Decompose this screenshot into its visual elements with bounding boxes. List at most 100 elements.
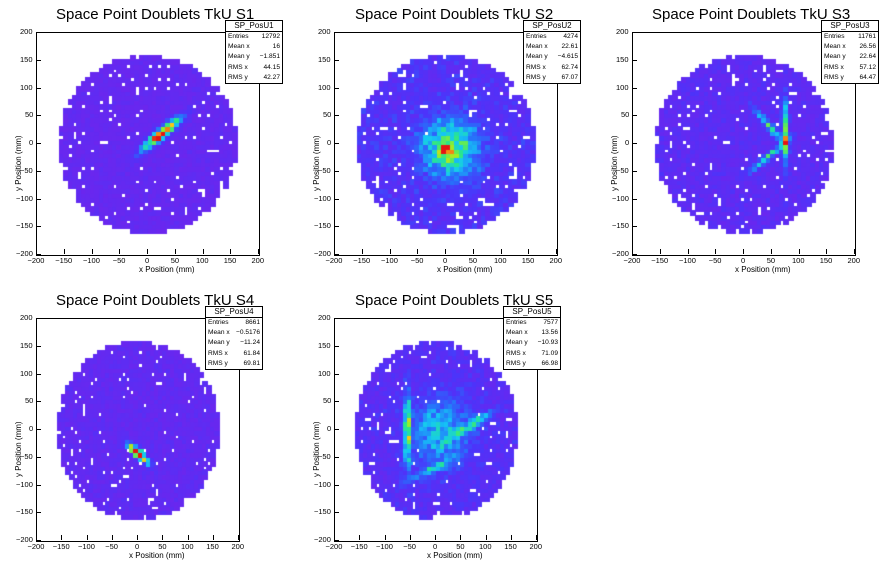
y-tick-label: 150: [318, 340, 331, 350]
x-tick-mark: [111, 535, 113, 540]
x-tick-mark: [361, 249, 363, 254]
x-tick-label: −50: [105, 542, 118, 551]
x-tick-mark: [162, 535, 164, 540]
y-tick-mark: [334, 429, 339, 430]
x-tick-label: 100: [479, 542, 492, 551]
stats-key: Mean x: [228, 43, 250, 51]
x-tick-mark: [528, 249, 530, 254]
y-tick-label: 150: [318, 54, 331, 64]
x-tick-label: −100: [376, 542, 393, 551]
x-tick-label: 100: [196, 256, 209, 265]
stats-row: Entries 11761: [822, 32, 878, 42]
stats-row: Entries 12792: [226, 32, 282, 42]
y-tick-mark: [36, 59, 41, 61]
y-tick-mark: [36, 87, 41, 89]
y-tick-mark: [632, 87, 637, 89]
y-tick-mark: [632, 115, 637, 117]
stats-value: −4.615: [557, 53, 578, 61]
x-tick-mark: [61, 535, 63, 540]
x-tick-mark: [36, 535, 37, 540]
x-tick-label: 50: [456, 542, 465, 551]
x-tick-label: −150: [52, 542, 70, 551]
x-tick-label: 150: [206, 542, 219, 551]
x-tick-mark: [826, 249, 828, 254]
y-tick-mark: [36, 512, 41, 514]
x-tick-label: 200: [231, 542, 245, 551]
y-tick-mark: [36, 373, 41, 375]
x-tick-label: 100: [181, 542, 194, 551]
x-tick-label: 150: [521, 256, 535, 265]
stats-value: 62.74: [561, 63, 578, 71]
y-tick-label: 50: [323, 396, 332, 406]
stats-value: 44.15: [263, 63, 280, 71]
y-tick-mark: [334, 318, 339, 319]
stats-row: Mean y 22.64: [822, 52, 878, 62]
y-tick-mark: [632, 32, 637, 33]
x-tick-mark: [460, 535, 462, 540]
y-tick-label: 150: [20, 340, 33, 350]
stats-key: RMS y: [228, 73, 248, 81]
stats-box-5: SP_PosU5 Entries 7577 Mean x 13.56 Mean y −10.…: [503, 306, 561, 370]
y-tick-label: −200: [314, 535, 331, 544]
stats-name: SP_PosU2: [524, 21, 580, 32]
y-tick-label: −100: [314, 193, 331, 203]
y-tick-mark: [36, 170, 41, 172]
stats-value: 22.61: [561, 43, 578, 51]
x-tick-label: 200: [847, 256, 861, 265]
x-axis-label: x Position (mm): [129, 551, 185, 560]
stats-row: RMS x 71.09: [504, 349, 560, 359]
stats-row: RMS x 57.12: [822, 63, 878, 73]
stats-key: Mean y: [824, 53, 846, 61]
x-tick-label: −150: [55, 256, 73, 265]
x-tick-label: 200: [549, 256, 563, 265]
x-tick-mark: [556, 249, 557, 254]
y-tick-label: 0: [327, 424, 332, 433]
stats-value: 11761: [858, 33, 876, 40]
y-tick-label: 150: [20, 54, 33, 64]
y-tick-label: 50: [323, 110, 332, 120]
y-tick-label: 50: [25, 110, 34, 120]
stats-value: 69.81: [243, 359, 260, 367]
y-tick-mark: [36, 143, 41, 144]
y-axis-label: y Position (mm): [14, 421, 23, 477]
heatmap-2: [335, 33, 557, 255]
y-tick-mark: [36, 484, 41, 486]
y-tick-label: 0: [625, 138, 630, 147]
x-tick-mark: [510, 535, 512, 540]
y-tick-label: 50: [621, 110, 630, 120]
stats-box-1: SP_PosU1 Entries 12792 Mean x 16 Mean y −1.851…: [225, 20, 283, 84]
x-tick-label: −150: [651, 256, 669, 265]
y-tick-mark: [632, 254, 637, 255]
stats-value: −1.851: [259, 53, 280, 61]
y-tick-label: −150: [314, 507, 331, 517]
x-axis-label: x Position (mm): [139, 265, 195, 274]
y-axis-label: y Position (mm): [14, 135, 23, 191]
stats-key: RMS x: [506, 349, 526, 357]
stats-key: Mean x: [526, 43, 548, 51]
y-tick-mark: [334, 345, 339, 347]
y-tick-mark: [36, 345, 41, 347]
heatmap-1: [37, 33, 259, 255]
x-tick-label: −100: [83, 256, 100, 265]
stats-value: 61.84: [243, 349, 260, 357]
y-tick-label: −200: [314, 249, 331, 258]
x-tick-label: 200: [251, 256, 265, 265]
y-tick-label: −50: [318, 451, 331, 461]
y-tick-mark: [334, 540, 339, 541]
stats-row: Mean y −11.24: [206, 338, 262, 348]
x-tick-label: 150: [819, 256, 833, 265]
y-tick-mark: [632, 143, 637, 144]
stats-key: Entries: [208, 319, 229, 326]
x-tick-label: 100: [494, 256, 507, 265]
x-tick-mark: [409, 535, 411, 540]
x-tick-label: 150: [223, 256, 237, 265]
x-tick-label: −200: [27, 256, 45, 265]
x-tick-mark: [91, 249, 93, 254]
y-tick-label: 0: [327, 138, 332, 147]
stats-value: 8661: [245, 319, 260, 326]
x-tick-mark: [632, 249, 633, 254]
y-tick-mark: [36, 456, 41, 458]
chart-title-4: Space Point Doublets TkU S4: [56, 292, 255, 309]
x-tick-mark: [389, 249, 391, 254]
x-tick-label: −150: [353, 256, 371, 265]
